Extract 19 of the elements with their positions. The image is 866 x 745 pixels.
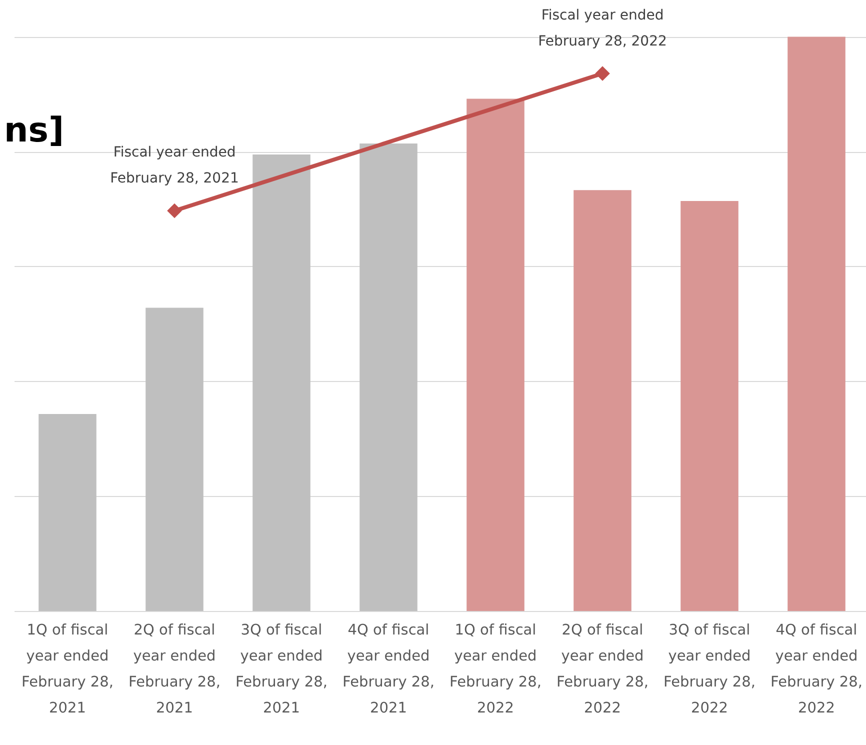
x-tick-label: 1Q of fiscal year ended February 28, 2021 xyxy=(22,622,114,716)
x-tick-label: 2Q of fiscal year ended February 28, 2022 xyxy=(556,622,648,716)
bar xyxy=(146,308,204,611)
x-tick-label: 2Q of fiscal year ended February 28, 2021 xyxy=(128,622,220,716)
x-tick-label: 4Q of fiscal year ended February 28, 2022 xyxy=(770,622,862,716)
annotation: Fiscal year ended February 28, 2022 xyxy=(538,7,667,50)
x-tick-label: 3Q of fiscal year ended February 28, 2021 xyxy=(236,622,328,716)
bar xyxy=(788,36,846,611)
x-tick-label: 1Q of fiscal year ended February 28, 2022 xyxy=(450,622,542,716)
text: ns] xyxy=(4,110,64,150)
bar xyxy=(574,190,632,611)
annotation: Fiscal year ended February 28, 2021 xyxy=(110,144,239,187)
bar xyxy=(680,200,738,611)
x-tick-label: 4Q of fiscal year ended February 28, 2021 xyxy=(342,622,434,716)
bar xyxy=(252,154,310,611)
bar xyxy=(466,98,524,611)
x-tick-label: 3Q of fiscal year ended February 28, 2022 xyxy=(664,622,756,716)
bar xyxy=(38,414,96,611)
bar xyxy=(360,144,418,611)
